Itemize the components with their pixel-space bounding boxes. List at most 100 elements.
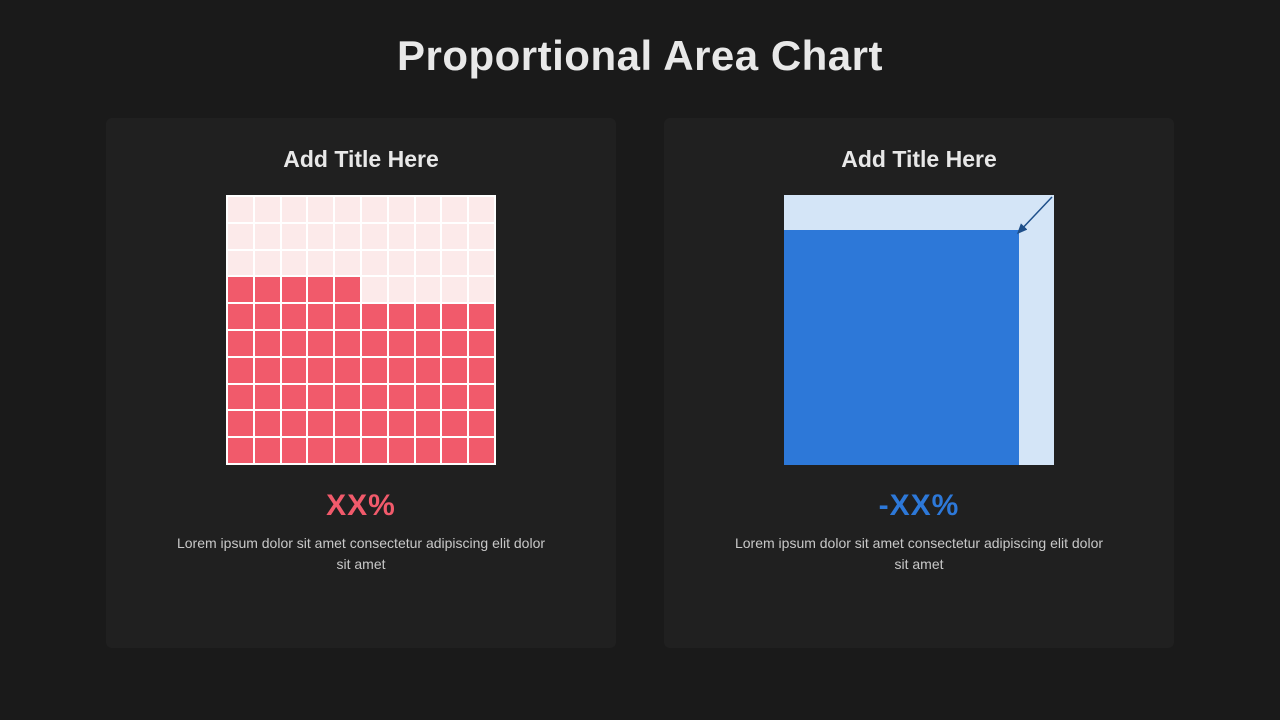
- waffle-cell: [416, 277, 441, 302]
- waffle-cell: [389, 438, 414, 463]
- waffle-cell: [228, 224, 253, 249]
- waffle-cell: [442, 331, 467, 356]
- waffle-cell: [255, 358, 280, 383]
- waffle-cell: [228, 358, 253, 383]
- waffle-cell: [362, 411, 387, 436]
- waffle-cell: [282, 411, 307, 436]
- waffle-cell: [362, 251, 387, 276]
- waffle-cell: [442, 438, 467, 463]
- waffle-cell: [255, 438, 280, 463]
- waffle-cell: [308, 411, 333, 436]
- waffle-cell: [469, 385, 494, 410]
- waffle-cell: [228, 277, 253, 302]
- waffle-cell: [282, 197, 307, 222]
- waffle-cell: [389, 197, 414, 222]
- page-title: Proportional Area Chart: [0, 0, 1280, 80]
- panel-waffle-title: Add Title Here: [283, 146, 439, 173]
- waffle-cell: [389, 331, 414, 356]
- waffle-cell: [469, 411, 494, 436]
- waffle-cell: [442, 251, 467, 276]
- waffle-cell: [362, 438, 387, 463]
- waffle-cell: [308, 304, 333, 329]
- waffle-cell: [416, 197, 441, 222]
- waffle-cell: [335, 438, 360, 463]
- area-chart: [784, 195, 1054, 465]
- waffle-cell: [442, 277, 467, 302]
- waffle-cell: [469, 251, 494, 276]
- waffle-cell: [442, 224, 467, 249]
- waffle-value-label: XX%: [326, 489, 396, 523]
- waffle-cell: [389, 277, 414, 302]
- waffle-cell: [335, 385, 360, 410]
- waffle-cell: [389, 224, 414, 249]
- waffle-cell: [228, 331, 253, 356]
- area-description: Lorem ipsum dolor sit amet consectetur a…: [729, 533, 1109, 575]
- waffle-cell: [228, 411, 253, 436]
- waffle-cell: [308, 224, 333, 249]
- waffle-cell: [469, 277, 494, 302]
- waffle-cell: [469, 331, 494, 356]
- waffle-cell: [442, 197, 467, 222]
- waffle-cell: [255, 251, 280, 276]
- waffle-cell: [442, 411, 467, 436]
- waffle-cell: [308, 197, 333, 222]
- waffle-cell: [335, 197, 360, 222]
- waffle-cell: [335, 251, 360, 276]
- waffle-cell: [416, 251, 441, 276]
- waffle-cell: [389, 385, 414, 410]
- waffle-cell: [362, 224, 387, 249]
- panels-container: Add Title Here XX% Lorem ipsum dolor sit…: [0, 118, 1280, 648]
- waffle-cell: [308, 438, 333, 463]
- area-inner-square: [784, 230, 1019, 465]
- waffle-cell: [255, 385, 280, 410]
- waffle-cell: [308, 331, 333, 356]
- area-value-label: -XX%: [879, 489, 960, 523]
- waffle-cell: [416, 304, 441, 329]
- waffle-cell: [228, 304, 253, 329]
- waffle-cell: [362, 331, 387, 356]
- waffle-cell: [228, 385, 253, 410]
- waffle-cell: [469, 358, 494, 383]
- waffle-cell: [282, 304, 307, 329]
- waffle-cell: [416, 438, 441, 463]
- waffle-cell: [362, 304, 387, 329]
- waffle-cell: [416, 224, 441, 249]
- waffle-cell: [469, 304, 494, 329]
- waffle-cell: [362, 385, 387, 410]
- waffle-cell: [442, 358, 467, 383]
- waffle-cell: [442, 385, 467, 410]
- waffle-cell: [282, 331, 307, 356]
- waffle-cell: [255, 277, 280, 302]
- panel-waffle: Add Title Here XX% Lorem ipsum dolor sit…: [106, 118, 616, 648]
- waffle-cell: [389, 411, 414, 436]
- waffle-cell: [335, 331, 360, 356]
- waffle-cell: [255, 224, 280, 249]
- waffle-cell: [255, 331, 280, 356]
- waffle-cell: [362, 358, 387, 383]
- waffle-cell: [308, 251, 333, 276]
- waffle-cell: [335, 277, 360, 302]
- waffle-cell: [416, 411, 441, 436]
- waffle-cell: [282, 251, 307, 276]
- waffle-description: Lorem ipsum dolor sit amet consectetur a…: [171, 533, 551, 575]
- waffle-cell: [282, 438, 307, 463]
- waffle-cell: [416, 358, 441, 383]
- waffle-cell: [255, 197, 280, 222]
- waffle-chart: [226, 195, 496, 465]
- waffle-cell: [389, 304, 414, 329]
- waffle-cell: [282, 358, 307, 383]
- waffle-cell: [228, 197, 253, 222]
- waffle-cell: [469, 224, 494, 249]
- waffle-cell: [228, 251, 253, 276]
- waffle-cell: [362, 277, 387, 302]
- panel-area-title: Add Title Here: [841, 146, 997, 173]
- waffle-cell: [416, 331, 441, 356]
- waffle-cell: [228, 438, 253, 463]
- waffle-cell: [335, 358, 360, 383]
- waffle-cell: [416, 385, 441, 410]
- waffle-cell: [469, 197, 494, 222]
- waffle-cell: [335, 224, 360, 249]
- waffle-cell: [282, 385, 307, 410]
- waffle-cell: [282, 277, 307, 302]
- panel-area: Add Title Here -XX% Lorem ipsum dolor si…: [664, 118, 1174, 648]
